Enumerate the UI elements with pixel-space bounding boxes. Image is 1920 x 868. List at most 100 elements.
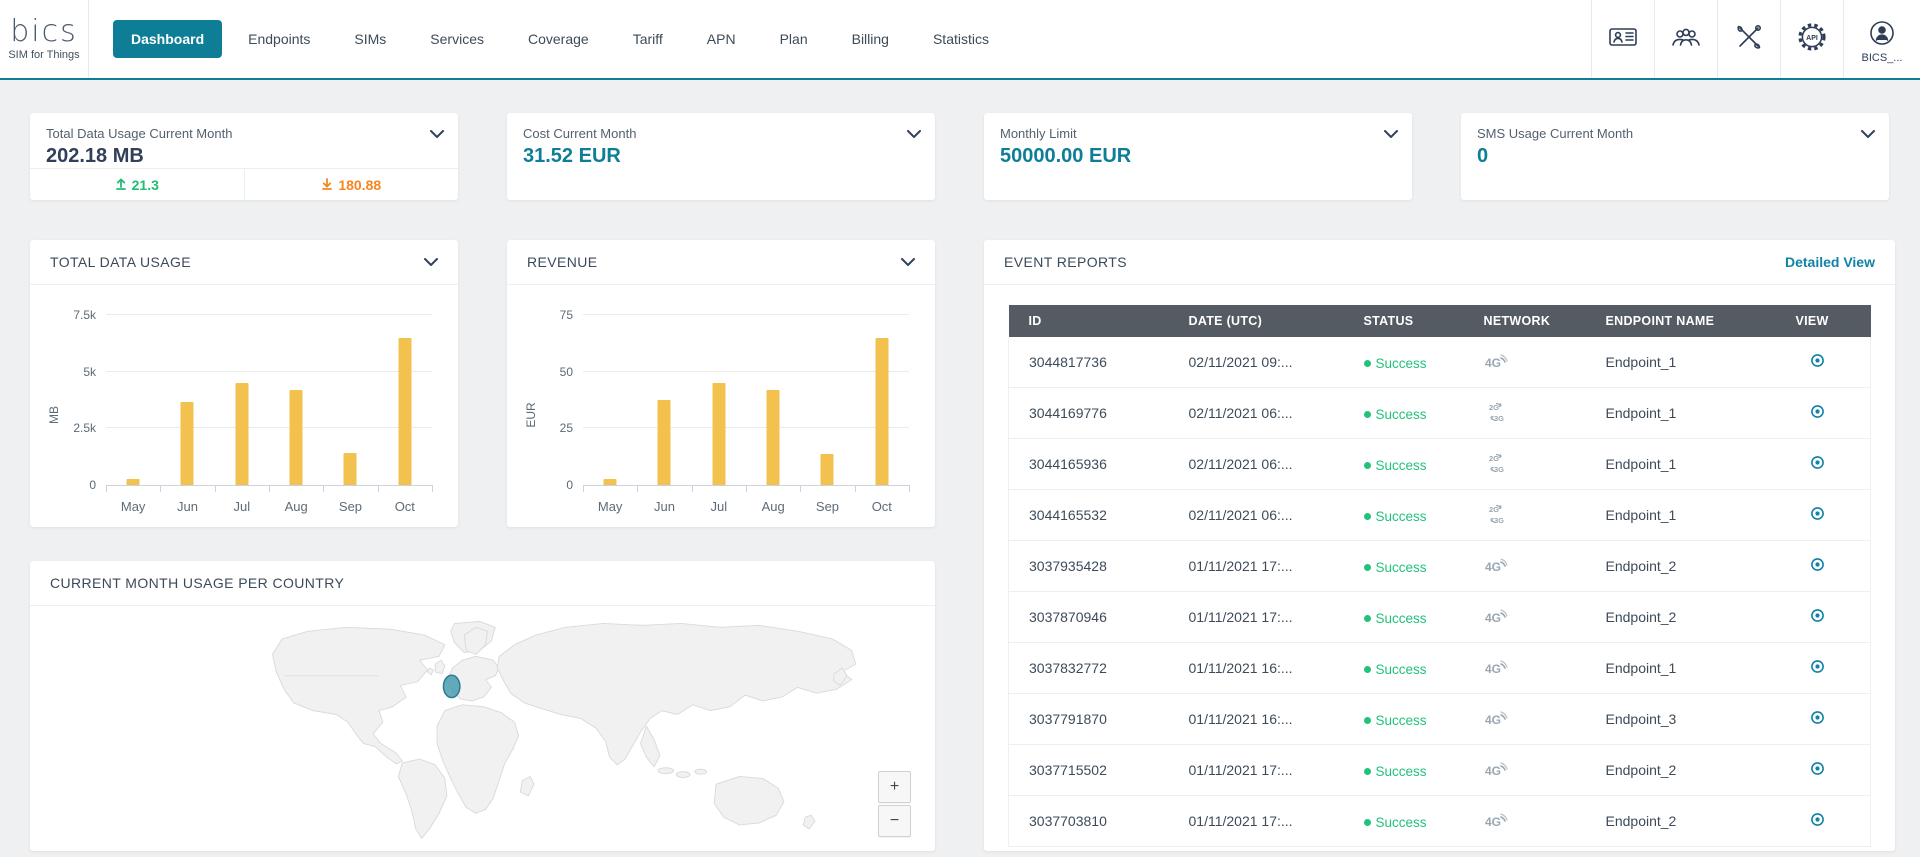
bar-oct — [875, 338, 888, 485]
status-dot-icon — [1364, 513, 1371, 520]
view-cell — [1776, 796, 1871, 847]
tools-button[interactable] — [1717, 0, 1780, 78]
card-total-data-usage: Total Data Usage Current Month 202.18 MB… — [30, 113, 458, 200]
network-cell: 4G — [1464, 694, 1586, 745]
id-cell: 3037703810 — [1009, 796, 1169, 847]
date-cell: 02/11/2021 06:... — [1169, 388, 1344, 439]
card-value: 50000.00 EUR — [1000, 145, 1396, 168]
card-title: Monthly Limit — [1000, 126, 1396, 141]
x-axis-labels: MayJunJulAugSepOct — [583, 499, 909, 514]
nav-item-billing[interactable]: Billing — [834, 20, 907, 58]
column-header-endpoint-name: ENDPOINT NAME — [1586, 305, 1776, 337]
table-row: 303787094601/11/2021 17:...Success4GEndp… — [1009, 592, 1871, 643]
chevron-down-icon[interactable] — [1384, 125, 1398, 143]
bar-jun — [658, 400, 671, 485]
y-tick-label: 25 — [560, 421, 573, 435]
nav-item-sims[interactable]: SIMs — [336, 20, 404, 58]
nav-item-coverage[interactable]: Coverage — [510, 20, 607, 58]
x-tick-label: May — [583, 499, 637, 514]
users-button[interactable] — [1654, 0, 1717, 78]
map-zoom-out-button[interactable]: − — [878, 805, 911, 837]
card-value: 31.52 EUR — [523, 145, 919, 168]
chevron-down-icon[interactable] — [424, 253, 438, 271]
view-event-button[interactable] — [1810, 455, 1825, 470]
detailed-view-link[interactable]: Detailed View — [1785, 254, 1875, 270]
chevron-down-icon[interactable] — [1861, 125, 1875, 143]
nav-item-tariff[interactable]: Tariff — [615, 20, 681, 58]
nav-item-dashboard[interactable]: Dashboard — [113, 20, 222, 58]
nav-item-services[interactable]: Services — [412, 20, 502, 58]
chart-title: REVENUE — [527, 254, 597, 270]
dashboard-page: bics SIM for Things DashboardEndpointsSI… — [0, 0, 1920, 868]
id-cell: 3037870946 — [1009, 592, 1169, 643]
user-account-button[interactable]: BICS_... — [1843, 0, 1920, 78]
x-axis-labels: MayJunJulAugSepOct — [106, 499, 432, 514]
brand-logo[interactable]: bics SIM for Things — [0, 0, 89, 78]
summary-cards-row: Total Data Usage Current Month 202.18 MB… — [30, 113, 1890, 200]
nav-item-endpoints[interactable]: Endpoints — [230, 20, 328, 58]
event-reports-panel: EVENT REPORTS Detailed View IDDATE (UTC)… — [984, 240, 1895, 851]
id-cell: 3037791870 — [1009, 694, 1169, 745]
status-cell: Success — [1344, 796, 1464, 847]
status-dot-icon — [1364, 615, 1371, 622]
nav-item-plan[interactable]: Plan — [762, 20, 826, 58]
chevron-down-icon[interactable] — [430, 125, 444, 143]
charts-row: TOTAL DATA USAGE MB 02.5k5k7.5k MayJunJu… — [30, 240, 935, 527]
svg-text:4G: 4G — [1485, 764, 1501, 778]
api-settings-button[interactable]: API — [1780, 0, 1843, 78]
world-map[interactable]: + − — [30, 606, 935, 851]
tools-icon — [1735, 24, 1763, 55]
upload-icon — [115, 177, 127, 193]
brand-tagline: SIM for Things — [8, 49, 79, 61]
status-badge: Success — [1364, 560, 1427, 575]
view-event-button[interactable] — [1810, 557, 1825, 572]
status-badge: Success — [1364, 662, 1427, 677]
network-4g-icon: 4G — [1484, 766, 1508, 782]
bar-jul — [235, 383, 248, 485]
nav-item-statistics[interactable]: Statistics — [915, 20, 1007, 58]
card-sms-usage: SMS Usage Current Month 0 — [1461, 113, 1889, 200]
nav-item-apn[interactable]: APN — [689, 20, 754, 58]
card-title: SMS Usage Current Month — [1477, 126, 1873, 141]
bar-may — [127, 479, 140, 485]
y-tick-label: 75 — [560, 308, 573, 322]
chevron-down-icon[interactable] — [907, 125, 921, 143]
chevron-down-icon[interactable] — [901, 253, 915, 271]
view-event-button[interactable] — [1810, 659, 1825, 674]
bar-aug — [290, 390, 303, 485]
table-row: 303770381001/11/2021 17:...Success4GEndp… — [1009, 796, 1871, 847]
view-event-button[interactable] — [1810, 710, 1825, 725]
view-event-button[interactable] — [1810, 761, 1825, 776]
revenue-chart-panel: REVENUE EUR 0255075 MayJunJulAugSepOct — [507, 240, 935, 527]
endpoint-cell: Endpoint_2 — [1586, 796, 1776, 847]
date-cell: 01/11/2021 17:... — [1169, 592, 1344, 643]
y-tick-label: 2.5k — [73, 421, 96, 435]
card-cost-current-month: Cost Current Month 31.52 EUR — [507, 113, 935, 200]
endpoint-cell: Endpoint_2 — [1586, 592, 1776, 643]
status-dot-icon — [1364, 819, 1371, 826]
svg-text:4G: 4G — [1485, 662, 1501, 676]
svg-text:4G: 4G — [1485, 713, 1501, 727]
status-cell: Success — [1344, 592, 1464, 643]
bar-chart-plot: 0255075 — [583, 315, 909, 486]
view-event-button[interactable] — [1810, 608, 1825, 623]
network-2g3g-icon: 2G3G — [1484, 461, 1509, 477]
bar-sep — [344, 453, 357, 485]
contact-card-button[interactable] — [1591, 0, 1654, 78]
bar-may — [604, 479, 617, 485]
view-event-button[interactable] — [1810, 812, 1825, 827]
endpoint-cell: Endpoint_1 — [1586, 439, 1776, 490]
world-map-svg — [255, 614, 875, 846]
map-zoom-in-button[interactable]: + — [878, 771, 911, 803]
event-reports-table: IDDATE (UTC)STATUSNETWORKENDPOINT NAMEVI… — [1008, 305, 1871, 847]
upload-download-stats: 21.3 180.88 — [30, 168, 458, 200]
nav-spacer — [1007, 0, 1591, 78]
network-4g-icon: 4G — [1484, 562, 1508, 578]
view-event-button[interactable] — [1810, 404, 1825, 419]
status-cell: Success — [1344, 388, 1464, 439]
card-value: 202.18 MB — [46, 145, 442, 168]
view-event-button[interactable] — [1810, 506, 1825, 521]
view-event-button[interactable] — [1810, 353, 1825, 368]
view-cell — [1776, 541, 1871, 592]
svg-text:API: API — [1806, 35, 1818, 42]
